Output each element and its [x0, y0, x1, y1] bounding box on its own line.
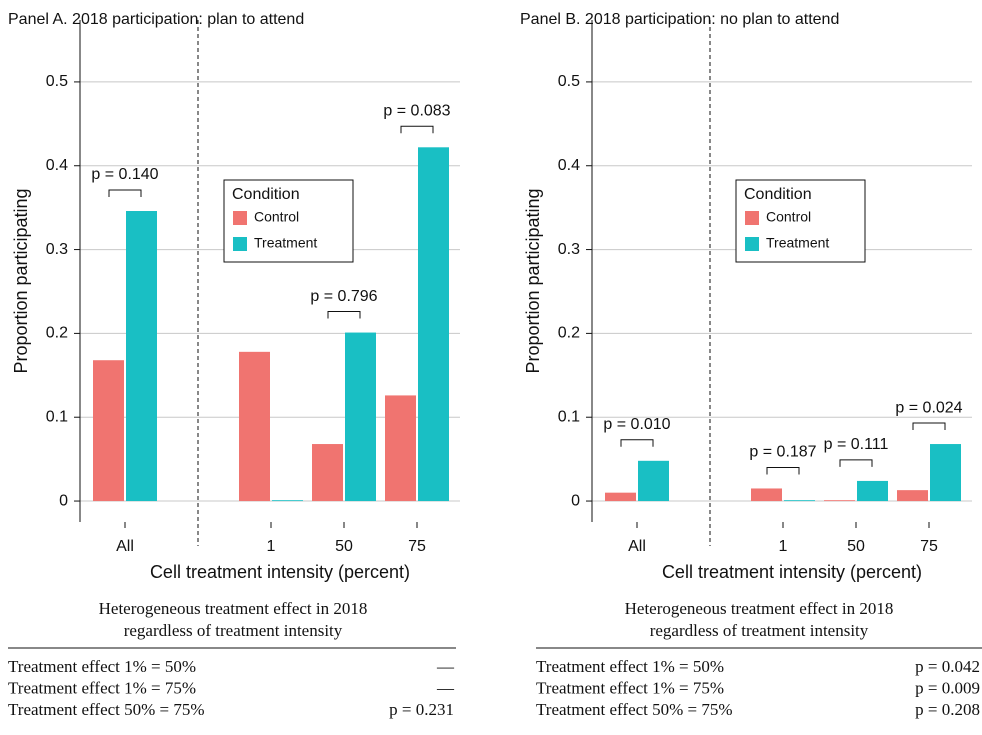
bracket — [766, 466, 800, 475]
bar — [857, 480, 888, 502]
bracket — [839, 459, 873, 467]
legend-swatch — [745, 211, 759, 225]
bar — [638, 460, 669, 502]
row-value: p = 0.009 — [915, 678, 980, 697]
row-label: Treatment effect 1% = 75% — [536, 678, 724, 697]
x-tick-label: 75 — [920, 538, 938, 555]
row-label: Treatment effect 1% = 50% — [536, 657, 724, 676]
bar — [93, 360, 124, 502]
bracket — [327, 311, 361, 319]
panel-title: Panel B. 2018 participation: no plan to … — [520, 11, 839, 28]
bar — [751, 488, 782, 502]
p-value: p = 0.187 — [749, 444, 816, 461]
row-label: Treatment effect 1% = 50% — [8, 657, 196, 676]
y-axis-label: Proportion participating — [523, 188, 543, 373]
bar — [312, 444, 343, 502]
x-tick-label: All — [628, 538, 646, 555]
row-label: Treatment effect 50% = 75% — [8, 700, 205, 719]
row-value: — — [436, 678, 455, 697]
y-tick-label: 0.5 — [46, 73, 68, 90]
y-tick-label: 0.4 — [558, 157, 580, 174]
row-value: p = 0.231 — [389, 700, 454, 719]
row-label: Treatment effect 1% = 75% — [8, 678, 196, 697]
y-tick-label: 0.4 — [46, 157, 68, 174]
y-tick-label: 0.1 — [46, 408, 68, 425]
legend-swatch — [745, 237, 759, 251]
x-tick-label: 50 — [335, 538, 353, 555]
table-title: Heterogeneous treatment effect in 2018 — [99, 599, 368, 618]
x-tick-label: 1 — [779, 538, 788, 555]
row-value: p = 0.208 — [915, 700, 980, 719]
y-tick-label: 0.3 — [558, 241, 580, 258]
bar — [897, 490, 928, 502]
bracket — [912, 422, 946, 431]
bar — [418, 147, 449, 502]
table-title: regardless of treatment intensity — [124, 621, 343, 640]
legend-swatch — [233, 237, 247, 251]
panel-title: Panel A. 2018 participation: plan to att… — [8, 11, 304, 28]
row-label: Treatment effect 50% = 75% — [536, 700, 733, 719]
y-tick-label: 0.2 — [558, 325, 580, 342]
bracket — [400, 125, 434, 134]
x-tick-label: 75 — [408, 538, 426, 555]
bar — [272, 500, 303, 502]
legend-title: Condition — [744, 186, 812, 203]
x-axis-label: Cell treatment intensity (percent) — [662, 562, 922, 582]
table-title: Heterogeneous treatment effect in 2018 — [625, 599, 894, 618]
bar — [385, 395, 416, 502]
y-tick-label: 0.3 — [46, 241, 68, 258]
bar — [784, 500, 815, 502]
y-tick-label: 0.2 — [46, 325, 68, 342]
bar — [824, 500, 855, 502]
bar — [345, 332, 376, 502]
bar — [605, 492, 636, 502]
x-tick-label: 1 — [267, 538, 276, 555]
legend-label: Control — [254, 209, 299, 225]
legend-swatch — [233, 211, 247, 225]
x-tick-label: All — [116, 538, 134, 555]
p-value: p = 0.111 — [824, 436, 889, 453]
y-tick-label: 0.5 — [558, 73, 580, 90]
y-tick-label: 0 — [59, 492, 68, 509]
x-tick-label: 50 — [847, 538, 865, 555]
legend-title: Condition — [232, 186, 300, 203]
p-value: p = 0.083 — [383, 103, 450, 120]
p-value: p = 0.010 — [603, 416, 670, 433]
row-value: p = 0.042 — [915, 657, 980, 676]
y-axis-label: Proportion participating — [11, 188, 31, 373]
x-axis-label: Cell treatment intensity (percent) — [150, 562, 410, 582]
legend-label: Control — [766, 209, 811, 225]
bar — [930, 444, 961, 502]
row-value: — — [436, 657, 455, 676]
bracket — [108, 189, 142, 198]
p-value: p = 0.796 — [310, 288, 377, 305]
legend-label: Treatment — [254, 235, 317, 251]
bar — [126, 211, 157, 502]
table-title: regardless of treatment intensity — [650, 621, 869, 640]
bar — [239, 351, 270, 502]
y-tick-label: 0 — [571, 492, 580, 509]
p-value: p = 0.140 — [91, 166, 158, 183]
p-value: p = 0.024 — [895, 399, 962, 416]
y-tick-label: 0.1 — [558, 408, 580, 425]
legend-label: Treatment — [766, 235, 829, 251]
bracket — [620, 439, 654, 447]
